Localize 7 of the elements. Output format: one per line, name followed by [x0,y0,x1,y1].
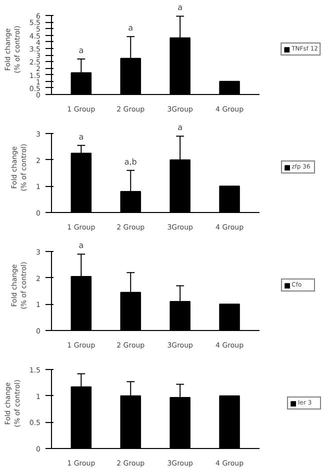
annotation: a [128,24,134,33]
annotation: a [78,132,84,142]
annotation: a,b [124,157,137,166]
annotation: a [78,46,84,55]
annotation: a [78,241,84,250]
annotation: a [178,123,183,132]
annotation: a [178,3,183,12]
